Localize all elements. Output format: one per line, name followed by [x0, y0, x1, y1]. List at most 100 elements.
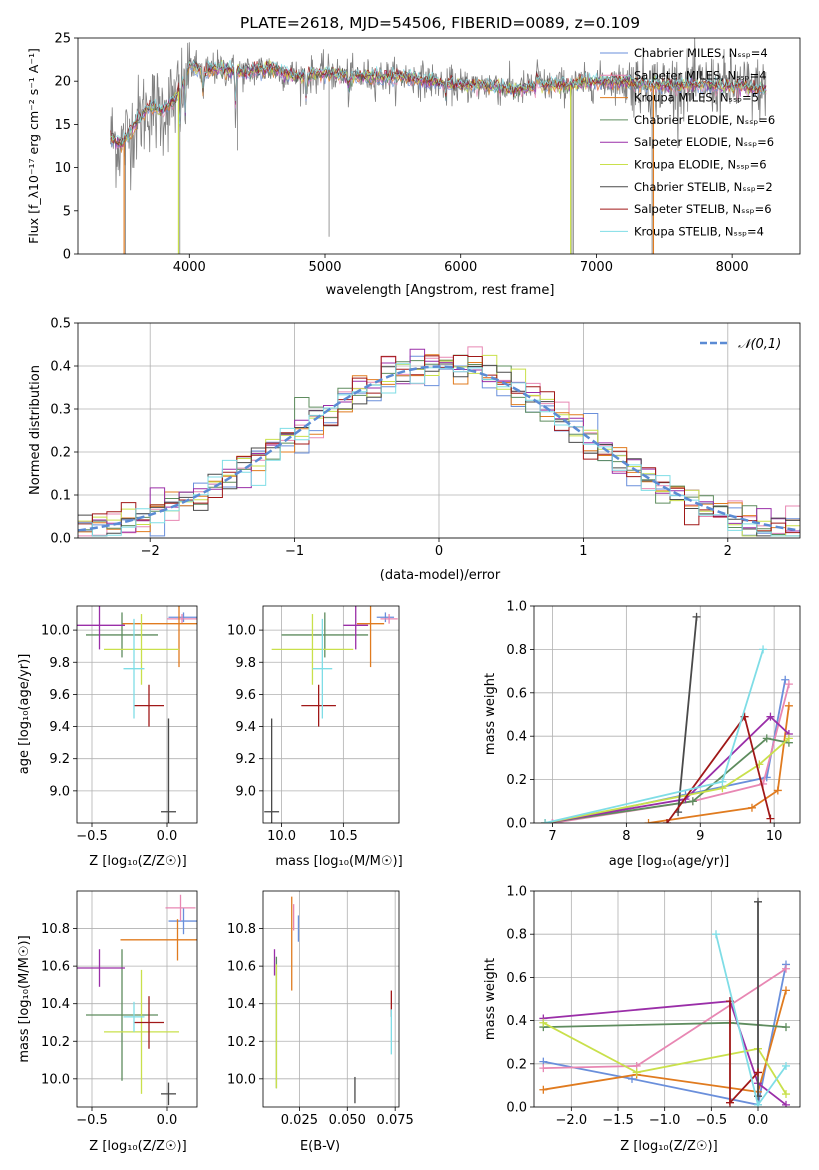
residuals-ytick-label: 0.0 [50, 532, 71, 547]
massweight_vs_age-ytick-label: 0.2 [506, 773, 527, 788]
age_vs_Z-plot-area [77, 606, 197, 823]
residuals-ylabel: Normed distribution [28, 365, 43, 495]
residuals-ytick-label: 0.3 [50, 403, 71, 418]
age-z-ylabel: age [log₁₀(age/yr)] [17, 654, 32, 775]
residuals-plot-area [78, 346, 800, 537]
mass-weight-marker [632, 1068, 641, 1077]
mass-z-xlabel: Z [log₁₀(Z/Z☉)] [89, 1139, 186, 1154]
age_vs_mass-ytick-label: 10.0 [227, 624, 256, 639]
mass-weight-marker [782, 1023, 790, 1032]
residuals-frame [77, 322, 801, 539]
residuals-xtick-label: 0 [435, 544, 443, 559]
mass_vs_ebv-panel: 0.025 0.050 0.075 10.0 10.2 10.4 10.6 10.8 [227, 890, 414, 1128]
age-z-xlabel: Z [log₁₀(Z/Z☉)] [89, 854, 186, 869]
mass-weight-line-6 [542, 1022, 787, 1095]
mass_vs_ebv-xtick-label: 0.075 [377, 1113, 414, 1128]
mass-weight-marker [539, 1085, 548, 1094]
massweight_vs_age-xtick-label: 7 [548, 829, 556, 844]
mass_vs_Z-ytick-label: 10.8 [41, 922, 70, 937]
histogram-step-8 [78, 355, 800, 534]
mass-weight-marker [759, 645, 768, 654]
age_vs_Z-xtick-label: −0.5 [76, 829, 108, 844]
massweight_vs_Z-xtick-label: −2.0 [556, 1113, 588, 1128]
spectrum-frame [77, 37, 801, 255]
mass-weight-line-1 [543, 964, 787, 1106]
mass-weight-marker [644, 819, 653, 823]
massweight_vs_Z-xtick-label: 0.0 [748, 1113, 769, 1128]
mass_vs_ebv-frame [262, 890, 400, 1108]
mass-weight-marker [781, 675, 790, 684]
mass-weight-marker [726, 1098, 734, 1107]
mass_vs_ebv-ytick-label: 10.2 [227, 1035, 256, 1050]
spectrum-xtick-label: 7000 [580, 260, 613, 275]
massweight_vs_Z-ytick-label: 0.6 [506, 971, 527, 986]
mass_vs_Z-ytick-label: 10.2 [41, 1035, 70, 1050]
spectrum-xtick-label: 6000 [444, 260, 477, 275]
gaussian-legend-label: 𝒩(0,1) [738, 337, 781, 352]
model-spectrum-1 [110, 64, 767, 150]
mass_vs_ebv-ytick-label: 10.0 [227, 1072, 256, 1087]
mass-weight-marker [762, 734, 771, 743]
legend-label-9: Kroupa STELIB, Nₛₛₚ=4 [634, 224, 764, 238]
spectrum-ytick-label: 10 [54, 161, 71, 176]
mw-age-xlabel: age [log₁₀(age/yr)] [609, 854, 730, 869]
massweight_vs_Z-xtick-label: −1.0 [649, 1113, 681, 1128]
model-spectrum-4 [110, 62, 767, 147]
massweight_vs_Z-ytick-label: 0.2 [506, 1057, 527, 1072]
legend-label-7: Chabrier STELIB, Nₛₛₚ=2 [634, 180, 773, 194]
spectrum-title: PLATE=2618, MJD=54506, FIBERID=0089, z=0… [240, 14, 640, 32]
spectrum-plot-area [110, 38, 767, 254]
residuals-xtick-label: 1 [579, 544, 587, 559]
residuals-xlabel: (data-model)/error [380, 568, 501, 583]
mw-z-xlabel: Z [log₁₀(Z/Z☉)] [620, 1139, 717, 1154]
massweight_vs_Z-xtick-label: −0.5 [696, 1113, 728, 1128]
residuals-ytick-label: 0.4 [50, 360, 71, 375]
massweight_vs_Z-ytick-label: 0.4 [506, 1014, 527, 1029]
age_vs_mass-xtick-label: 10.5 [329, 829, 358, 844]
age_vs_mass-panel: 10.0 10.5 9.0 9.2 9.4 9.6 9.8 10.0 [227, 605, 400, 844]
spectrum-xtick-label: 5000 [308, 260, 341, 275]
mw-z-ylabel: mass weight [483, 958, 498, 1040]
massweight_vs_age-ytick-label: 0.8 [506, 643, 527, 658]
massweight_vs_Z-xtick-label: −1.5 [602, 1113, 634, 1128]
mass-weight-line-7 [677, 616, 698, 813]
age_vs_Z-ytick-label: 9.4 [49, 720, 70, 735]
mass_vs_ebv-ytick-label: 10.4 [227, 997, 256, 1012]
massweight_vs_age-plot-area [541, 612, 793, 823]
mass-weight-marker [663, 819, 671, 823]
age_vs_mass-xtick-label: 10.0 [267, 829, 296, 844]
mass-weight-marker [539, 1018, 548, 1027]
residuals-ytick-label: 0.1 [50, 489, 71, 504]
mass-weight-marker [782, 1090, 790, 1099]
mass_vs_Z-panel: −0.5 0.0 10.0 10.2 10.4 10.6 10.8 [41, 890, 198, 1128]
age_vs_Z-ytick-label: 9.2 [49, 752, 70, 767]
mass_vs_ebv-xtick-label: 0.025 [281, 1113, 318, 1128]
mass_vs_ebv-ytick-label: 10.6 [227, 960, 256, 975]
age_vs_Z-ytick-label: 9.6 [49, 688, 70, 703]
mass-weight-marker [754, 897, 762, 906]
mass-weight-marker [541, 819, 550, 823]
mass_vs_Z-frame [76, 890, 198, 1108]
legend-label-6: Kroupa ELODIE, Nₛₛₚ=6 [634, 158, 767, 172]
mass-weight-marker [782, 986, 790, 995]
massweight_vs_age-xtick-label: 8 [622, 829, 630, 844]
mass-ebv-xlabel: E(B-V) [300, 1139, 340, 1154]
mass-weight-marker [539, 1064, 548, 1073]
spectrum-xtick-label: 8000 [716, 260, 749, 275]
mass_vs_Z-plot-area [77, 894, 197, 1106]
mw-age-ylabel: mass weight [483, 673, 498, 755]
age_vs_Z-panel: −0.5 0.0 9.0 9.2 9.4 9.6 9.8 10.0 [41, 605, 198, 844]
spectrum-ytick-label: 25 [54, 32, 71, 47]
massweight_vs_Z-panel: −2.0 −1.5 −1.0 −0.5 0.0 0.0 0.2 0.4 0.6 0.8 1.0 [506, 885, 801, 1128]
legend-label-5: Salpeter ELODIE, Nₛₛₚ=6 [634, 135, 774, 149]
age_vs_mass-ytick-label: 9.2 [235, 752, 256, 767]
mass-weight-marker [754, 1068, 762, 1077]
massweight_vs_age-panel: 7 8 9 10 0.0 0.2 0.4 0.6 0.8 1.0 [506, 600, 801, 844]
massweight_vs_Z-ytick-label: 0.0 [506, 1101, 527, 1116]
mass-weight-line-4 [544, 737, 790, 823]
massweight_vs_age-ytick-label: 0.4 [506, 730, 527, 745]
mass-weight-marker [782, 1061, 790, 1070]
legend-label-1: Chabrier MILES, Nₛₛₚ=4 [634, 46, 768, 60]
mass-weight-marker [784, 701, 793, 710]
